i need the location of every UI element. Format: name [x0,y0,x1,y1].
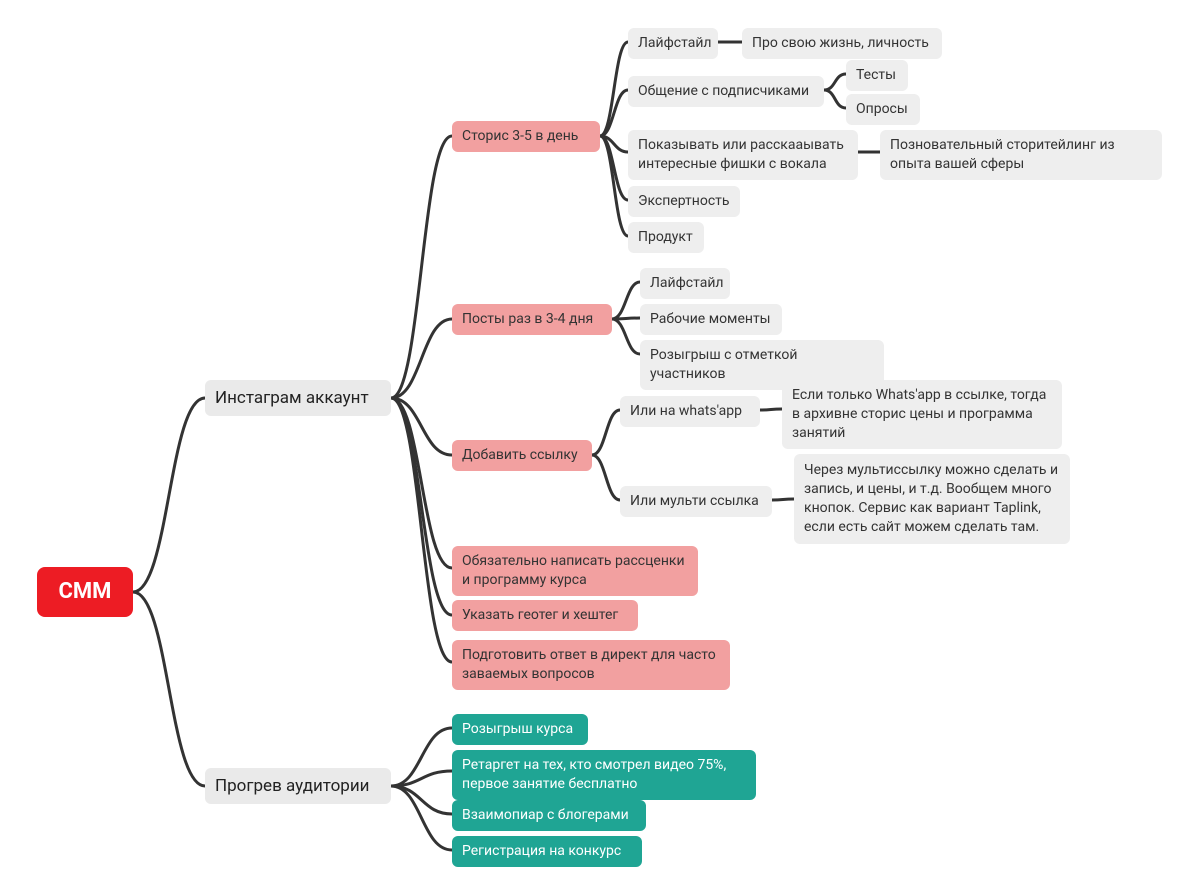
mindmap-canvas: СММ Инстаграм аккаунт Прогрев аудитории Сто… [0,0,1187,885]
node-label: Посты раз в 3-4 дня [462,310,593,329]
node-g2a[interactable]: Тесты [846,60,908,91]
node-t4[interactable]: Регистрация на конкурс [452,836,642,867]
node-label: Подготовить ответ в директ для часто зав… [462,646,720,684]
node-t1[interactable]: Розыгрыш курса [452,714,588,745]
node-p6[interactable]: Подготовить ответ в директ для часто зав… [452,640,730,690]
node-p5[interactable]: Указать геотег и хештег [452,600,638,631]
node-p2[interactable]: Посты раз в 3-4 дня [452,304,612,335]
node-label: Экспертность [638,192,730,211]
node-g3[interactable]: Показывать или расскааывать интересные ф… [628,130,858,180]
node-label: Или мульти ссылка [630,492,759,511]
node-label: Показывать или расскааывать интересные ф… [638,136,848,174]
node-label: Продукт [638,228,693,247]
node-t3[interactable]: Взаимопиар с блогерами [452,800,646,831]
node-label: Взаимопиар с блогерами [462,806,629,825]
node-label: СММ [59,577,112,607]
node-label: Указать геотег и хештег [462,606,618,625]
node-label: Ретаргет на тех, кто смотрел видео 75%, … [462,756,746,794]
node-g1a[interactable]: Про свою жизнь, личность [742,28,942,59]
node-label: Добавить ссылку [462,446,578,465]
node-g10a[interactable]: Через мультиссылку можно сделать и запис… [794,454,1070,544]
node-label: Лайфстайл [638,34,712,53]
node-p3[interactable]: Добавить ссылку [452,440,592,471]
node-label: Про свою жизнь, личность [752,34,929,53]
node-label: Инстаграм аккаунт [215,387,369,410]
node-label: Тесты [856,66,896,85]
node-label: Лайфстайл [650,274,724,293]
node-p1[interactable]: Сторис 3-5 в день [452,121,600,152]
node-g10[interactable]: Или мульти ссылка [620,486,772,517]
node-g2b[interactable]: Опросы [846,94,920,125]
node-g3a[interactable]: Позновательный сторитейлинг из опыта ваш… [880,130,1162,180]
node-label: Или на whats'app [630,402,742,421]
node-label: Опросы [856,100,908,119]
node-label: Розыгрыш с отметкой участников [650,346,874,384]
node-insta[interactable]: Инстаграм аккаунт [205,380,391,416]
node-g5[interactable]: Продукт [628,222,704,253]
node-g9a[interactable]: Если только Whats'app в ссылке, тогда в … [782,380,1062,449]
node-warm[interactable]: Прогрев аудитории [205,768,391,804]
node-root[interactable]: СММ [37,567,133,617]
node-g4[interactable]: Экспертность [628,186,740,217]
node-label: Сторис 3-5 в день [462,127,578,146]
node-label: Позновательный сторитейлинг из опыта ваш… [890,136,1152,174]
node-label: Рабочие моменты [650,310,771,329]
node-label: Обязательно написать рассценки и програм… [462,552,688,590]
node-label: Розыгрыш курса [462,720,573,739]
node-g2[interactable]: Общение с подписчиками [628,76,824,107]
node-label: Если только Whats'app в ссылке, тогда в … [792,386,1052,443]
node-g6[interactable]: Лайфстайл [640,268,730,299]
node-label: Регистрация на конкурс [462,842,621,861]
node-t2[interactable]: Ретаргет на тех, кто смотрел видео 75%, … [452,750,756,800]
node-label: Через мультиссылку можно сделать и запис… [804,461,1060,537]
node-g7[interactable]: Рабочие моменты [640,304,782,335]
node-g1[interactable]: Лайфстайл [628,28,718,59]
node-g9[interactable]: Или на whats'app [620,396,760,427]
node-label: Общение с подписчиками [638,82,809,101]
node-p4[interactable]: Обязательно написать рассценки и програм… [452,546,698,596]
node-label: Прогрев аудитории [215,775,369,798]
